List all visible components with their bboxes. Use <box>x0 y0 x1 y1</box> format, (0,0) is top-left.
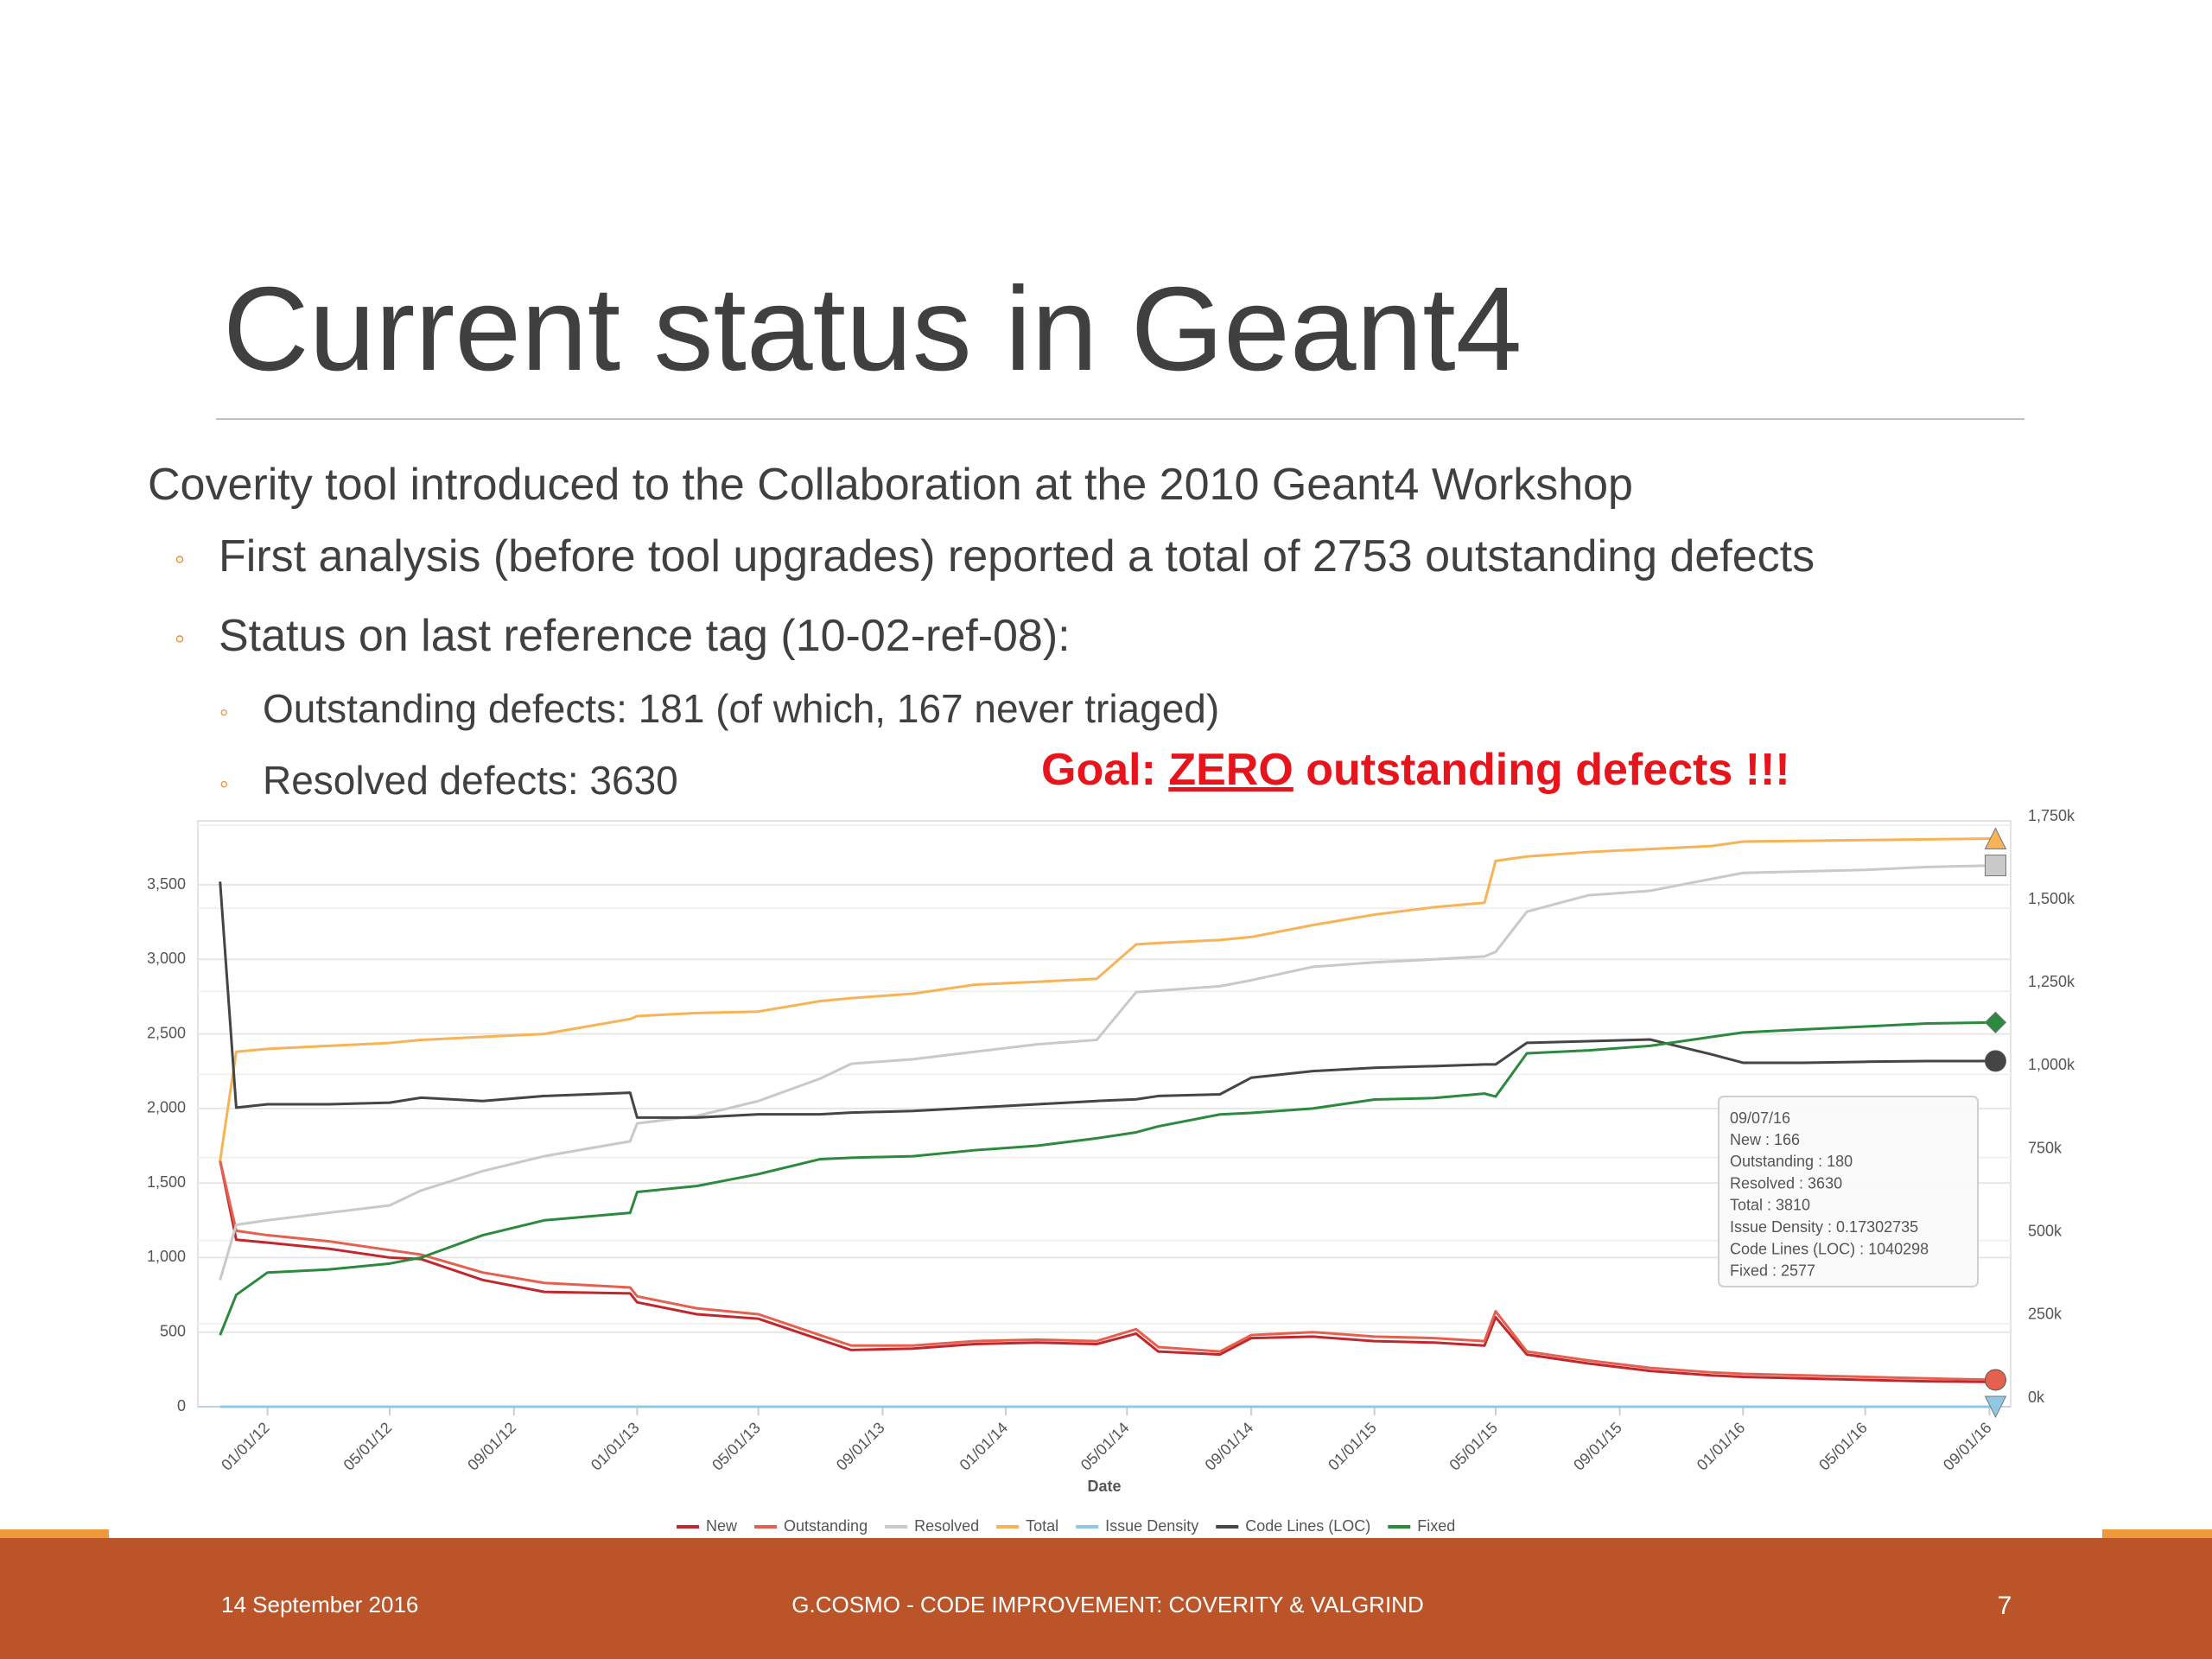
tooltip-line: New : 166 <box>1730 1131 1800 1148</box>
footer-title: G.COSMO - CODE IMPROVEMENT: COVERITY & V… <box>791 1592 1423 1618</box>
sub-bullet-text: Outstanding defects: 181 (of which, 167 … <box>263 686 1219 731</box>
end-marker <box>1984 827 2007 850</box>
end-marker <box>1984 1395 2007 1419</box>
y-tick-label: 2,500 <box>147 1024 186 1041</box>
y-tick-label: 1,000 <box>147 1248 186 1265</box>
legend-label: Outstanding <box>784 1517 868 1535</box>
series-line <box>219 837 1996 1161</box>
x-axis-title: Date <box>1087 1478 1121 1495</box>
footer-date: 14 September 2016 <box>221 1592 418 1618</box>
y-tick-label: 3,500 <box>147 875 186 893</box>
y-tick-label: 3,000 <box>147 950 186 967</box>
series-line <box>219 881 1996 1119</box>
bullet-text: Status on last reference tag (10-02-ref-… <box>219 611 1071 661</box>
tooltip-line: Total : 3810 <box>1730 1197 1810 1214</box>
y-tick-label: 0 <box>177 1397 186 1414</box>
end-marker <box>1984 1369 2006 1391</box>
bullet: ◦ <box>175 622 185 655</box>
legend-label: Fixed <box>1417 1517 1455 1535</box>
series-line <box>219 864 1996 1281</box>
series-line <box>219 1160 1996 1383</box>
sub-bullet: ◦ <box>219 770 229 798</box>
series-line <box>219 1020 1996 1336</box>
y2-tick-label: 250k <box>2028 1306 2063 1323</box>
tooltip-line: Fixed : 2577 <box>1730 1262 1815 1280</box>
y2-tick-label: 0k <box>2028 1389 2045 1406</box>
y2-tick-label: 1,750k <box>2028 807 2075 824</box>
tooltip-title: 09/07/16 <box>1730 1109 1790 1127</box>
chart-card-edge <box>109 1521 2102 1538</box>
tooltip-line: Resolved : 3630 <box>1730 1174 1842 1192</box>
end-marker <box>1984 1050 2006 1072</box>
y2-tick-label: 1,000k <box>2028 1056 2075 1073</box>
sub-bullet-text: Resolved defects: 3630 <box>263 758 678 803</box>
end-marker <box>1984 1011 2007 1034</box>
goal-prefix: Goal: <box>1041 745 1168 795</box>
y2-tick-label: 1,500k <box>2028 890 2075 907</box>
slide-title: Current status in Geant4 <box>223 263 1522 396</box>
y-tick-label: 500 <box>160 1322 186 1339</box>
legend-label: Resolved <box>914 1517 979 1535</box>
tooltip-line: Outstanding : 180 <box>1730 1153 1853 1170</box>
y2-tick-label: 750k <box>2028 1139 2063 1156</box>
bullet: ◦ <box>175 543 185 575</box>
bullet-text: First analysis (before tool upgrades) re… <box>219 531 1815 582</box>
legend-label: Issue Density <box>1105 1517 1198 1535</box>
goal-text: Goal: ZERO outstanding defects !!! <box>1041 745 1790 795</box>
page-number: 7 <box>1998 1592 2012 1620</box>
legend-label: Total <box>1026 1517 1058 1535</box>
y-tick-label: 2,000 <box>147 1099 186 1116</box>
chart: 0 500 1,000 1,500 2,000 2,500 3,000 3,500 0k 250k… <box>147 807 2075 1535</box>
goal-suffix: outstanding defects !!! <box>1294 745 1790 795</box>
goal-emphasis: ZERO <box>1168 745 1293 795</box>
tooltip-line: Issue Density : 0.17302735 <box>1730 1218 1918 1236</box>
tooltip-box <box>1718 1096 1979 1287</box>
legend-label: Code Lines (LOC) <box>1245 1517 1370 1535</box>
body-text: Coverity tool introduced to the Collabor… <box>148 460 1633 510</box>
y2-tick-label: 500k <box>2028 1222 2063 1239</box>
sub-bullet: ◦ <box>219 698 229 727</box>
y-tick-label: 1,500 <box>147 1173 186 1191</box>
legend-label: New <box>706 1517 738 1535</box>
footer-band <box>0 1538 2212 1659</box>
end-marker <box>1984 855 2006 877</box>
y2-tick-label: 1,250k <box>2028 973 2075 990</box>
plot-frame <box>197 820 2012 1408</box>
series-line <box>219 1160 1996 1382</box>
tooltip-line: Code Lines (LOC) : 1040298 <box>1730 1240 1929 1257</box>
